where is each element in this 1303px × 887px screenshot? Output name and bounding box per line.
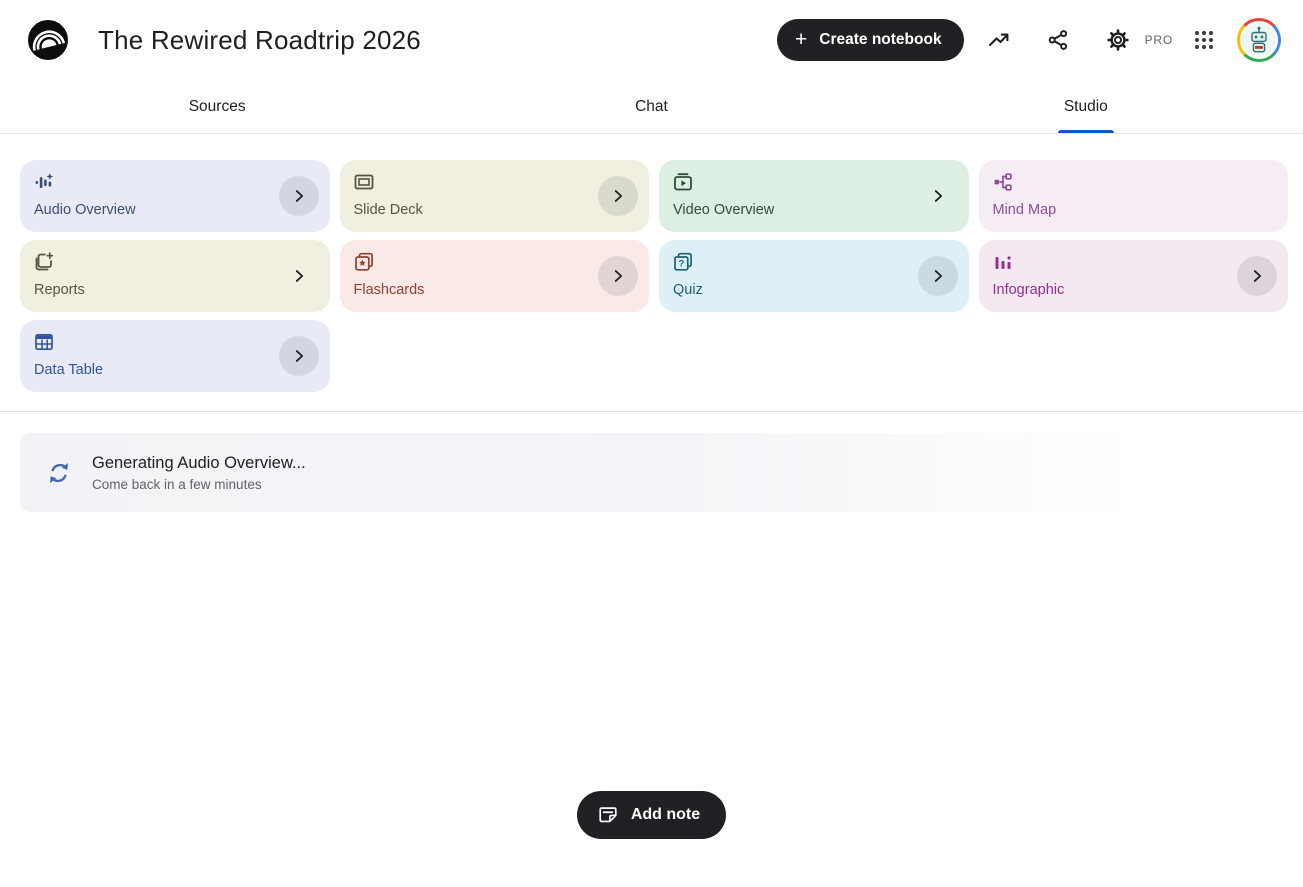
- section-divider: [0, 411, 1303, 412]
- settings-button[interactable]: [1095, 17, 1141, 63]
- generating-subtitle: Come back in a few minutes: [92, 476, 262, 492]
- svg-text:?: ?: [678, 259, 684, 270]
- card-label: Slide Deck: [353, 202, 423, 218]
- table-icon: [35, 333, 53, 351]
- studio-card-infographic[interactable]: Infographic: [978, 240, 1288, 312]
- avatar-image: [1240, 21, 1278, 59]
- chevron-right-icon: [295, 270, 303, 282]
- card-label: Quiz: [673, 282, 703, 298]
- generating-title: Generating Audio Overview...: [92, 453, 306, 472]
- report-sparkle-icon: [35, 252, 54, 271]
- open-audio-overview-chevron[interactable]: [278, 176, 319, 216]
- notebooklm-logo-icon: [28, 20, 68, 60]
- quiz-cards-icon: ?: [674, 252, 692, 271]
- video-library-icon: [674, 173, 692, 191]
- chevron-right-icon: [934, 270, 942, 282]
- create-notebook-button[interactable]: + Create notebook: [777, 19, 964, 61]
- trending-up-icon: [988, 33, 1009, 47]
- card-label: Flashcards: [353, 282, 425, 298]
- card-label: Video Overview: [673, 202, 775, 218]
- chevron-right-icon: [1253, 270, 1262, 282]
- create-notebook-label: Create notebook: [819, 31, 942, 48]
- studio-card-mind-map[interactable]: Mind Map: [978, 160, 1288, 232]
- analytics-button[interactable]: [976, 17, 1022, 63]
- open-video-overview-chevron[interactable]: [918, 176, 958, 216]
- generating-status-text: Generating Audio Overview... Come back i…: [92, 454, 306, 492]
- card-label: Mind Map: [992, 202, 1057, 218]
- chevron-right-icon: [934, 190, 942, 202]
- sync-icon: [50, 462, 68, 483]
- gear-icon: [1106, 29, 1129, 51]
- studio-card-grid: Audio Overview Slide Deck Video Overview: [20, 160, 1288, 392]
- add-note-label: Add note: [630, 806, 701, 823]
- mind-map-icon: [994, 173, 1012, 191]
- add-note-button[interactable]: Add note: [576, 791, 727, 839]
- avatar-ring: [1237, 18, 1281, 62]
- header-actions: + Create notebook: [777, 17, 1283, 63]
- note-icon: [599, 807, 617, 823]
- open-infographic-chevron[interactable]: [1237, 256, 1277, 296]
- studio-card-data-table[interactable]: Data Table: [20, 320, 330, 392]
- studio-card-slide-deck[interactable]: Slide Deck: [339, 160, 649, 232]
- robot-avatar-icon: [1251, 26, 1267, 53]
- card-label: Data Table: [34, 362, 104, 378]
- tab-chat[interactable]: Chat: [434, 80, 868, 133]
- apps-grid-icon: [1194, 30, 1214, 50]
- app-header: The Rewired Roadtrip 2026 + Create noteb…: [0, 0, 1303, 80]
- studio-card-reports[interactable]: Reports: [20, 240, 330, 312]
- tab-sources[interactable]: Sources: [0, 80, 434, 133]
- card-label: Infographic: [992, 282, 1065, 298]
- notebook-title: The Rewired Roadtrip 2026: [98, 24, 421, 55]
- share-button[interactable]: [1035, 17, 1081, 63]
- google-apps-button[interactable]: [1181, 17, 1227, 63]
- open-data-table-chevron[interactable]: [278, 336, 319, 376]
- studio-card-flashcards[interactable]: Flashcards: [339, 240, 649, 312]
- generating-status-row[interactable]: Generating Audio Overview... Come back i…: [20, 433, 1235, 512]
- plus-icon: +: [795, 27, 808, 51]
- bar-chart-icon: [995, 256, 1010, 269]
- card-label: Reports: [34, 282, 85, 298]
- add-note-row: Add note: [0, 791, 1303, 839]
- chevron-right-icon: [614, 270, 623, 282]
- open-slide-deck-chevron[interactable]: [598, 176, 638, 216]
- open-quiz-chevron[interactable]: [917, 256, 958, 296]
- card-label: Audio Overview: [34, 202, 136, 218]
- open-flashcards-chevron[interactable]: [598, 256, 638, 296]
- studio-card-video-overview[interactable]: Video Overview: [659, 160, 969, 232]
- chevron-right-icon: [614, 190, 623, 202]
- share-icon: [1048, 30, 1067, 50]
- open-reports-chevron[interactable]: [279, 256, 319, 296]
- studio-card-audio-overview[interactable]: Audio Overview: [20, 160, 330, 232]
- panel-tabs: Sources Chat Studio: [0, 80, 1303, 134]
- tab-studio[interactable]: Studio: [869, 80, 1303, 133]
- chevron-right-icon: [295, 190, 303, 202]
- chevron-right-icon: [295, 350, 303, 362]
- pro-badge: PRO: [1144, 33, 1173, 47]
- slide-icon: [354, 174, 373, 190]
- studio-card-quiz[interactable]: ? Quiz: [659, 240, 969, 312]
- account-avatar[interactable]: [1237, 17, 1283, 63]
- waveform-sparkle-icon: [35, 173, 54, 188]
- notebooklm-logo[interactable]: [26, 18, 70, 62]
- flashcards-star-icon: [354, 252, 373, 271]
